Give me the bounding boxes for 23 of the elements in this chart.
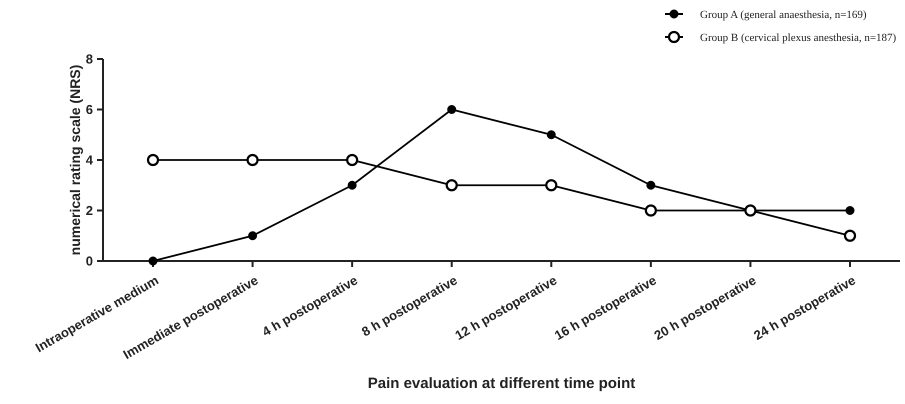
point [246, 154, 259, 166]
point [346, 154, 358, 166]
y-tick-label: 6 [86, 102, 93, 118]
legend-label: Group A (general anaesthesia, n=169) [700, 8, 867, 21]
point [146, 154, 160, 166]
y-tick-label: 0 [86, 254, 93, 269]
point [644, 204, 657, 217]
y-tick-label: 4 [86, 152, 94, 168]
point [446, 179, 458, 192]
point [844, 230, 856, 242]
point [545, 179, 558, 192]
point [546, 130, 556, 140]
point [248, 231, 258, 240]
point [846, 206, 854, 215]
y-tick-label: 8 [86, 52, 93, 67]
y-axis-title: numerical rating scale (NRS) [67, 64, 83, 256]
x-axis-title: Pain evaluation at different time point [368, 375, 636, 392]
point [148, 256, 158, 266]
point [646, 180, 656, 190]
point [348, 180, 357, 190]
legend-label: Group B (cervical plexus anesthesia, n=187) [700, 32, 897, 44]
point [447, 105, 456, 114]
y-tick-label: 2 [86, 203, 93, 218]
